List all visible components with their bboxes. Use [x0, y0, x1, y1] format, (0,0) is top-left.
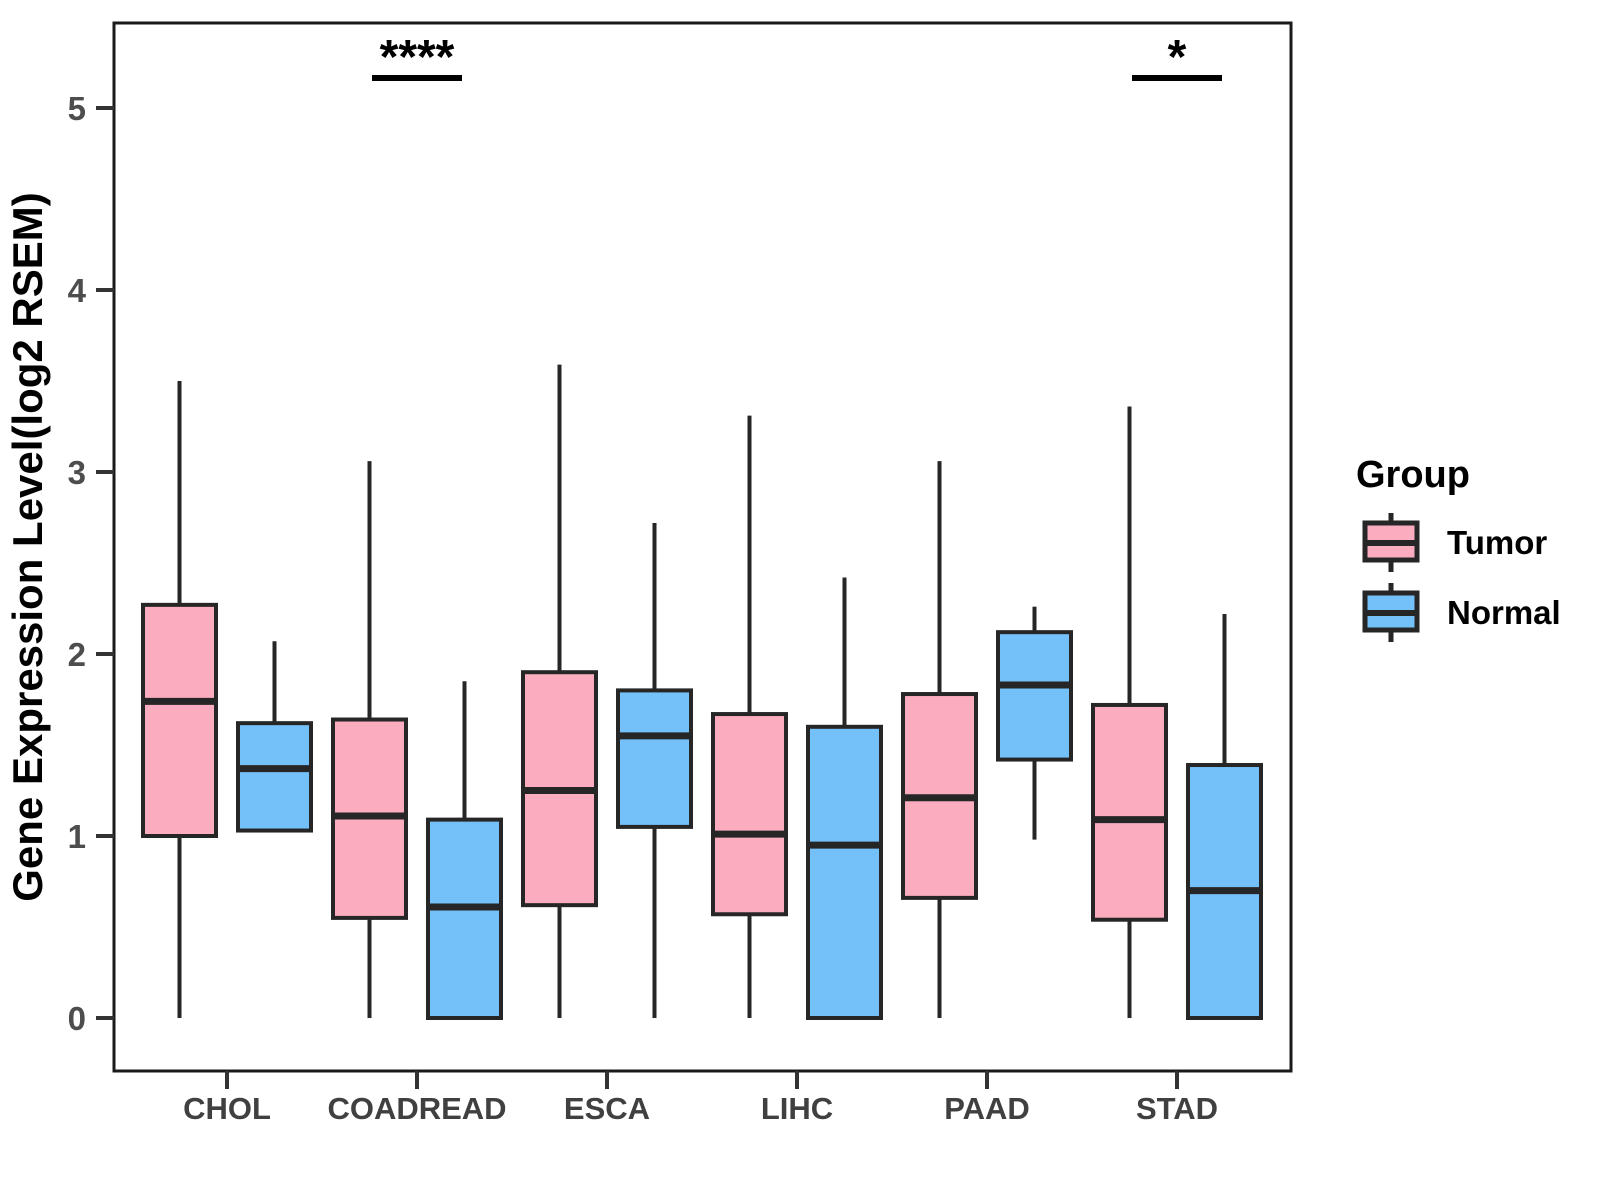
legend-label: Tumor — [1447, 524, 1547, 561]
y-tick-label: 3 — [68, 454, 86, 491]
iqr-box — [141, 602, 218, 838]
x-category-label: COADREAD — [327, 1091, 506, 1126]
box-ESCA-Tumor — [521, 364, 598, 1018]
x-category-label: CHOL — [183, 1091, 271, 1126]
box-CHOL-Tumor — [141, 381, 218, 1018]
significance-stars: * — [1168, 31, 1187, 84]
y-axis-title: Gene Expression Level(log2 RSEM) — [4, 192, 51, 902]
legend: Group Tumor Normal — [1356, 454, 1561, 642]
legend-label: Normal — [1447, 594, 1561, 631]
x-category-label: STAD — [1136, 1091, 1218, 1126]
iqr-box — [1091, 702, 1168, 922]
x-category-label: PAAD — [944, 1091, 1030, 1126]
box-CHOL-Normal — [236, 641, 313, 833]
box-PAAD-Normal — [996, 606, 1073, 840]
legend-key-tumor: Tumor — [1362, 513, 1547, 572]
iqr-box — [426, 817, 503, 1020]
significance-STAD: * — [1132, 31, 1222, 84]
iqr-box — [806, 724, 883, 1020]
x-category-label: LIHC — [761, 1091, 833, 1126]
legend-key-normal: Normal — [1362, 583, 1561, 642]
iqr-box — [711, 712, 788, 917]
box-PAAD-Tumor — [901, 461, 978, 1018]
box-COADREAD-Tumor — [331, 461, 408, 1018]
box-COADREAD-Normal — [426, 681, 503, 1020]
box-ESCA-Normal — [616, 522, 693, 1018]
y-tick-label: 0 — [68, 1000, 86, 1037]
y-tick-label: 2 — [68, 636, 86, 673]
panel-border — [112, 21, 1293, 1073]
box-STAD-Tumor — [1091, 406, 1168, 1018]
iqr-box — [616, 688, 693, 829]
iqr-box — [236, 721, 313, 833]
x-category-label: ESCA — [564, 1091, 650, 1126]
iqr-box — [996, 630, 1073, 762]
y-tick-label: 1 — [68, 818, 86, 855]
significance-COADREAD: **** — [372, 31, 462, 84]
y-tick-label: 4 — [68, 272, 87, 309]
box-LIHC-Normal — [806, 577, 883, 1020]
y-tick-label: 5 — [68, 90, 86, 127]
legend-title: Group — [1356, 454, 1470, 496]
box-STAD-Normal — [1186, 613, 1263, 1021]
box-LIHC-Tumor — [711, 415, 788, 1018]
